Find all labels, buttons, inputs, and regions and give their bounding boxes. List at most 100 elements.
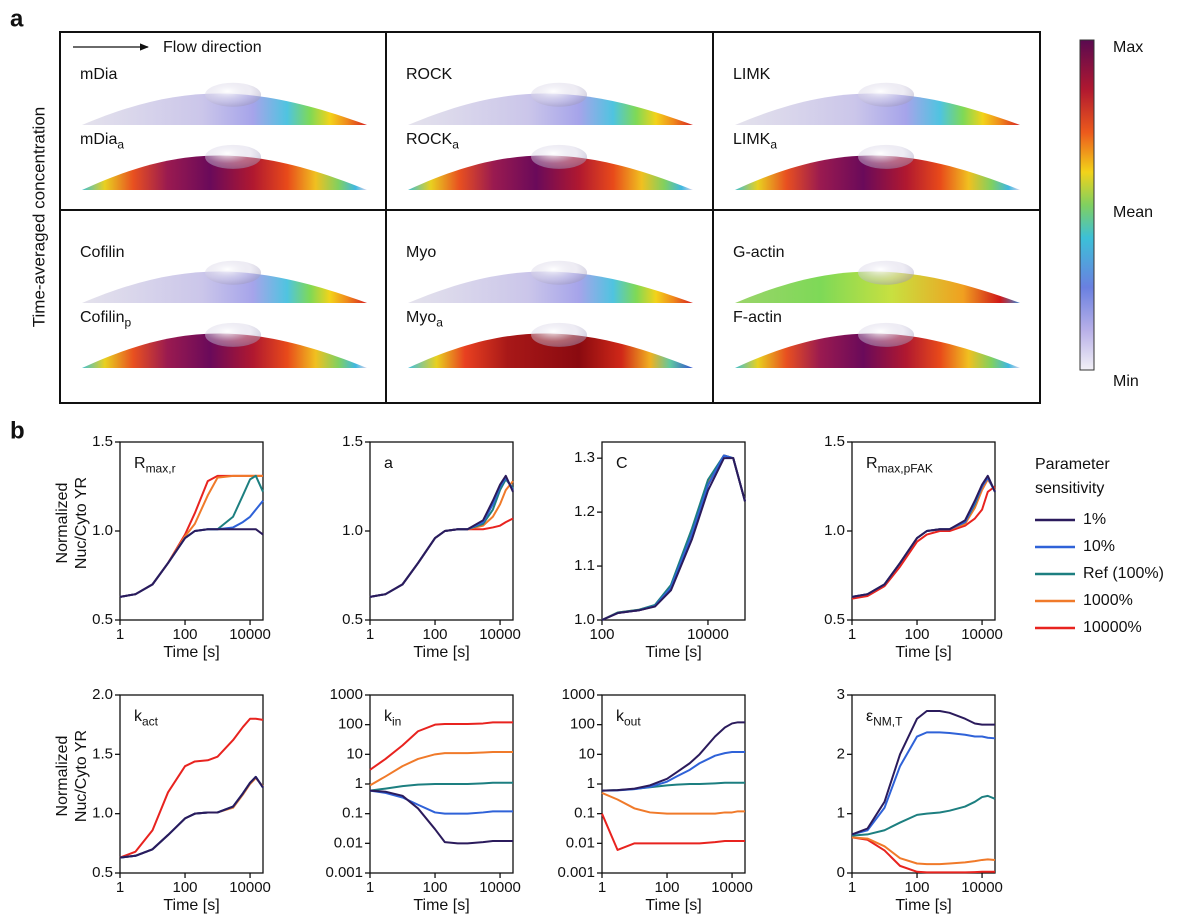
plot-frame [119, 694, 264, 874]
chart-label-sub: max,pFAK [878, 462, 933, 476]
cell-label-main: mDia [80, 131, 117, 148]
legend-label: 10000% [1083, 619, 1142, 636]
panel-frame [59, 31, 1041, 404]
cell-label: ROCK [406, 66, 453, 83]
x-axis-label: Time [s] [413, 644, 469, 661]
series-line [119, 474, 263, 598]
x-tick-label: 10000 [961, 879, 1003, 896]
x-axis-label: Time [s] [895, 897, 951, 914]
x-tick-label: 10000 [479, 879, 521, 896]
x-tick-label: 1 [116, 626, 124, 643]
cell-label: F-actin [733, 309, 782, 326]
cell-shape [82, 333, 367, 368]
cell-label-main: ROCK [406, 66, 453, 83]
x-tick-label: 10000 [687, 626, 729, 643]
plot-frame [601, 441, 746, 621]
x-axis-label: Time [s] [163, 644, 219, 661]
nucleus [205, 322, 262, 347]
series-line [601, 454, 746, 621]
series-line [601, 813, 745, 851]
cell-label: Cofilinp [80, 309, 131, 330]
cell-label-sub: a [452, 138, 459, 152]
legend-label: Ref (100%) [1083, 565, 1164, 582]
y-tick-label: 10 [578, 745, 595, 762]
y-axis-label: Nuc/Cyto YR [73, 477, 90, 569]
cell-label: Cofilin [80, 244, 124, 261]
series-line [851, 836, 995, 874]
cell-label-main: Cofilin [80, 244, 124, 261]
cell-label-sub: p [124, 316, 131, 330]
nucleus [858, 144, 915, 169]
cell-label-sub: a [117, 138, 124, 152]
y-tick-label: 0.01 [334, 834, 363, 851]
cell-label: mDiaa [80, 131, 124, 152]
chart-label: C [616, 455, 628, 472]
cell-label: LIMK [733, 66, 771, 83]
colorbar-label: Min [1113, 373, 1139, 390]
x-tick-label: 100 [655, 879, 680, 896]
nucleus [531, 82, 588, 107]
chart-label-main: k [616, 708, 625, 725]
series-line [369, 480, 514, 598]
cell-shape [408, 271, 693, 303]
y-tick-label: 0.1 [574, 805, 595, 822]
chart-label: εNM,T [866, 708, 903, 729]
legend-label: 1000% [1083, 592, 1133, 609]
panel-label: a [10, 5, 24, 32]
cell-label-main: LIMK [733, 66, 771, 83]
series-line [369, 789, 513, 845]
y-tick-label: 1 [355, 775, 363, 792]
x-tick-label: 100 [589, 626, 614, 643]
chart-label-sub: act [142, 715, 159, 729]
series-line [369, 781, 513, 792]
y-tick-label: 1.5 [824, 433, 845, 450]
legend-title: sensitivity [1035, 480, 1104, 497]
x-tick-label: 10000 [961, 626, 1003, 643]
x-tick-label: 1 [848, 879, 856, 896]
chart-label: Rmax,pFAK [866, 455, 933, 476]
series-line [119, 775, 264, 859]
nucleus [858, 322, 915, 347]
y-tick-label: 1.0 [574, 611, 595, 628]
series-line [851, 794, 996, 837]
y-tick-label: 1.3 [574, 449, 595, 466]
cell-label: G-actin [733, 244, 785, 261]
series-line [851, 731, 996, 836]
x-tick-label: 10000 [229, 879, 271, 896]
chart-label: Rmax,r [134, 455, 176, 476]
chart-label-sub: max,r [146, 462, 176, 476]
y-tick-label: 0.5 [92, 864, 113, 881]
chart-label-main: k [134, 708, 143, 725]
series-line [369, 517, 514, 598]
series-line [601, 454, 746, 621]
x-tick-label: 10000 [711, 879, 753, 896]
y-tick-label: 10 [346, 745, 363, 762]
cell-shape [408, 333, 693, 368]
cell-label-main: Myo [406, 309, 436, 326]
series-line [851, 710, 995, 836]
x-tick-label: 1 [598, 879, 606, 896]
x-tick-label: 100 [905, 626, 930, 643]
y-tick-label: 0.5 [824, 611, 845, 628]
panel-label: b [10, 417, 25, 444]
series-line [119, 474, 263, 598]
y-tick-label: 100 [338, 716, 363, 733]
cell-shape [82, 271, 367, 303]
chart-label-sub: in [392, 715, 401, 729]
y-tick-label: 0.1 [342, 805, 363, 822]
series-line [601, 454, 746, 621]
cell-label: Myo [406, 244, 436, 261]
y-tick-label: 2 [837, 745, 845, 762]
x-tick-label: 1 [116, 879, 124, 896]
y-axis-label: Time-averaged concentration [29, 107, 48, 328]
y-axis-label: Normalized [54, 483, 71, 564]
y-tick-label: 2.0 [92, 686, 113, 703]
series-line [851, 474, 996, 598]
y-tick-label: 1000 [330, 686, 363, 703]
series-line [119, 528, 264, 598]
flow-label: Flow direction [163, 39, 262, 56]
cell-label-main: F-actin [733, 309, 782, 326]
series-line [369, 789, 513, 815]
x-tick-label: 100 [173, 879, 198, 896]
series-line [369, 474, 514, 598]
